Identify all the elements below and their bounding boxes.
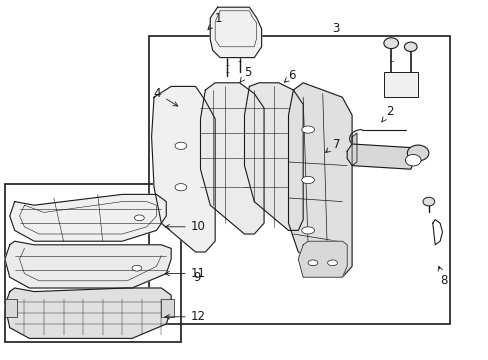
- Ellipse shape: [405, 154, 420, 166]
- Text: 1: 1: [207, 12, 222, 30]
- Text: 9: 9: [193, 271, 200, 284]
- Ellipse shape: [307, 260, 317, 266]
- Text: 6: 6: [284, 69, 295, 82]
- Polygon shape: [288, 83, 351, 277]
- Text: 11: 11: [165, 267, 205, 280]
- Ellipse shape: [407, 145, 428, 161]
- Ellipse shape: [301, 227, 314, 234]
- Text: 5: 5: [240, 66, 251, 82]
- Polygon shape: [351, 133, 356, 166]
- Polygon shape: [5, 241, 171, 288]
- Ellipse shape: [383, 38, 398, 49]
- Polygon shape: [5, 288, 171, 338]
- Polygon shape: [346, 144, 415, 169]
- Polygon shape: [244, 83, 303, 230]
- Polygon shape: [10, 194, 166, 241]
- Text: 7: 7: [325, 138, 339, 153]
- Polygon shape: [210, 7, 261, 58]
- Ellipse shape: [404, 42, 416, 51]
- Ellipse shape: [134, 215, 144, 221]
- Text: 12: 12: [165, 310, 205, 323]
- Text: 10: 10: [165, 220, 205, 233]
- Bar: [149, 36, 449, 324]
- Bar: [5, 184, 181, 342]
- Text: 4: 4: [154, 87, 178, 106]
- Bar: [161, 299, 173, 317]
- Bar: [384, 72, 417, 97]
- Ellipse shape: [301, 176, 314, 184]
- Bar: [5, 299, 17, 317]
- Text: 2: 2: [381, 105, 393, 122]
- Text: 8: 8: [437, 266, 447, 287]
- Ellipse shape: [327, 260, 337, 266]
- Polygon shape: [151, 86, 215, 252]
- Ellipse shape: [132, 265, 142, 271]
- Ellipse shape: [301, 126, 314, 133]
- Ellipse shape: [422, 197, 434, 206]
- Ellipse shape: [175, 142, 186, 149]
- Text: 3: 3: [332, 22, 339, 35]
- Polygon shape: [200, 83, 264, 234]
- Ellipse shape: [175, 184, 186, 191]
- Polygon shape: [298, 241, 346, 277]
